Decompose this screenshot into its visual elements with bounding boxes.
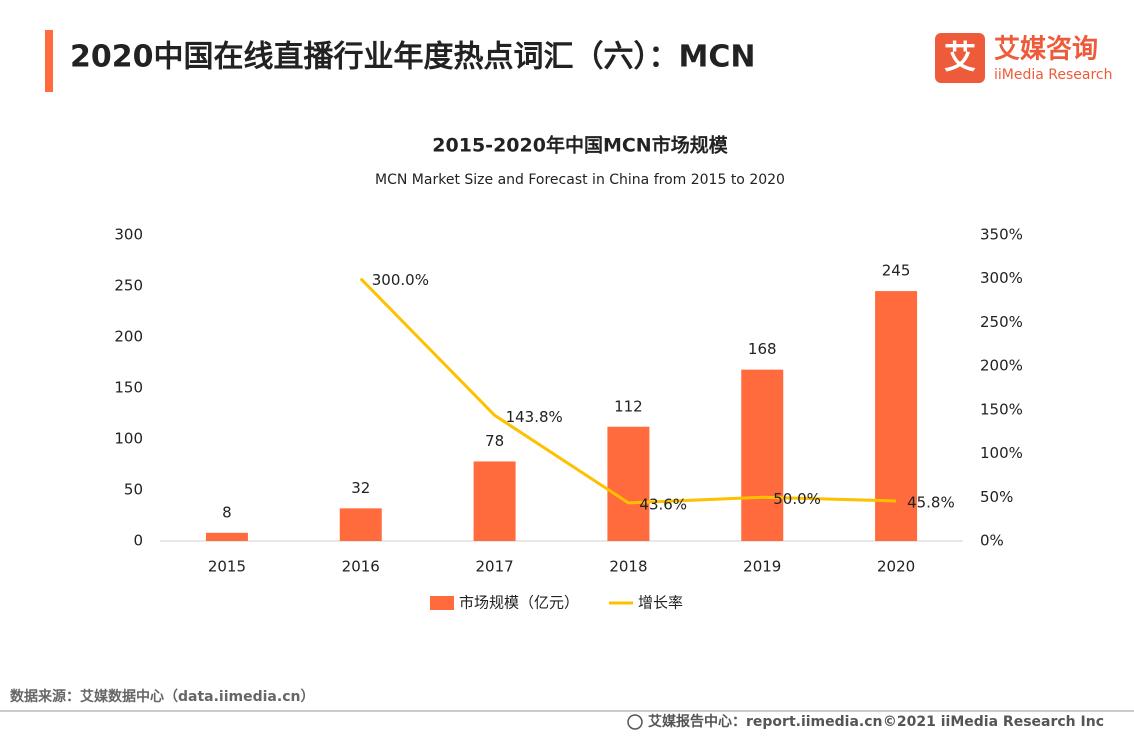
bar-value-label: 168 bbox=[748, 340, 777, 358]
globe-icon bbox=[627, 714, 643, 730]
y2-tick-label: 0% bbox=[980, 532, 1004, 550]
y-tick-label: 150 bbox=[114, 379, 143, 397]
x-tick-label: 2020 bbox=[877, 558, 915, 576]
x-tick-label: 2017 bbox=[475, 558, 513, 576]
bar bbox=[741, 369, 784, 541]
y2-tick-label: 100% bbox=[980, 444, 1023, 462]
bar-value-label: 32 bbox=[351, 479, 370, 497]
y2-tick-label: 200% bbox=[980, 357, 1023, 375]
legend-label: 增长率 bbox=[638, 594, 683, 612]
bar-value-label: 8 bbox=[222, 503, 232, 521]
line-value-label: 45.8% bbox=[907, 493, 955, 511]
bar bbox=[473, 461, 516, 541]
y-tick-label: 100 bbox=[114, 430, 143, 448]
y-tick-label: 200 bbox=[114, 328, 143, 346]
chart-subtitle: MCN Market Size and Forecast in China fr… bbox=[375, 172, 785, 188]
line-value-label: 300.0% bbox=[372, 271, 429, 289]
logo-name: 艾媒咨询 bbox=[994, 34, 1098, 65]
y2-tick-label: 300% bbox=[980, 269, 1023, 287]
logo-subtitle: iiMedia Research bbox=[994, 67, 1113, 83]
line-value-label: 43.6% bbox=[639, 495, 687, 513]
logo-icon-text: 艾 bbox=[944, 38, 976, 76]
legend-swatch bbox=[430, 596, 454, 610]
y-tick-label: 50 bbox=[124, 481, 143, 499]
bar bbox=[339, 508, 382, 541]
logo-icon bbox=[935, 33, 985, 83]
x-tick-label: 2015 bbox=[208, 558, 246, 576]
y2-tick-label: 350% bbox=[980, 226, 1023, 244]
y-tick-label: 0 bbox=[133, 532, 143, 550]
bar-value-label: 245 bbox=[882, 262, 911, 280]
bar bbox=[607, 426, 650, 541]
y2-tick-label: 250% bbox=[980, 313, 1023, 331]
x-tick-label: 2019 bbox=[743, 558, 781, 576]
footer-copyright: ©2021 iiMedia Research Inc bbox=[883, 714, 1104, 730]
title-accent bbox=[45, 30, 53, 92]
y-tick-label: 300 bbox=[114, 226, 143, 244]
footer-site: 艾媒报告中心：report.iimedia.cn bbox=[648, 713, 883, 730]
source: 数据来源：艾媒数据中心（data.iimedia.cn） bbox=[10, 688, 314, 705]
bar-value-label: 78 bbox=[485, 432, 504, 450]
bar bbox=[205, 532, 248, 541]
y-tick-label: 250 bbox=[114, 277, 143, 295]
x-tick-label: 2018 bbox=[609, 558, 647, 576]
line-value-label: 50.0% bbox=[773, 490, 821, 508]
legend-label: 市场规模（亿元） bbox=[459, 594, 579, 612]
line bbox=[359, 277, 897, 505]
chart-title: 2015-2020年中国MCN市场规模 bbox=[432, 134, 728, 157]
page-title: 2020中国在线直播行业年度热点词汇（六）：MCN bbox=[70, 40, 755, 75]
y2-tick-label: 50% bbox=[980, 488, 1013, 506]
x-tick-label: 2016 bbox=[342, 558, 380, 576]
line-value-label: 143.8% bbox=[506, 408, 563, 426]
y2-tick-label: 150% bbox=[980, 400, 1023, 418]
bar-value-label: 112 bbox=[614, 397, 643, 415]
